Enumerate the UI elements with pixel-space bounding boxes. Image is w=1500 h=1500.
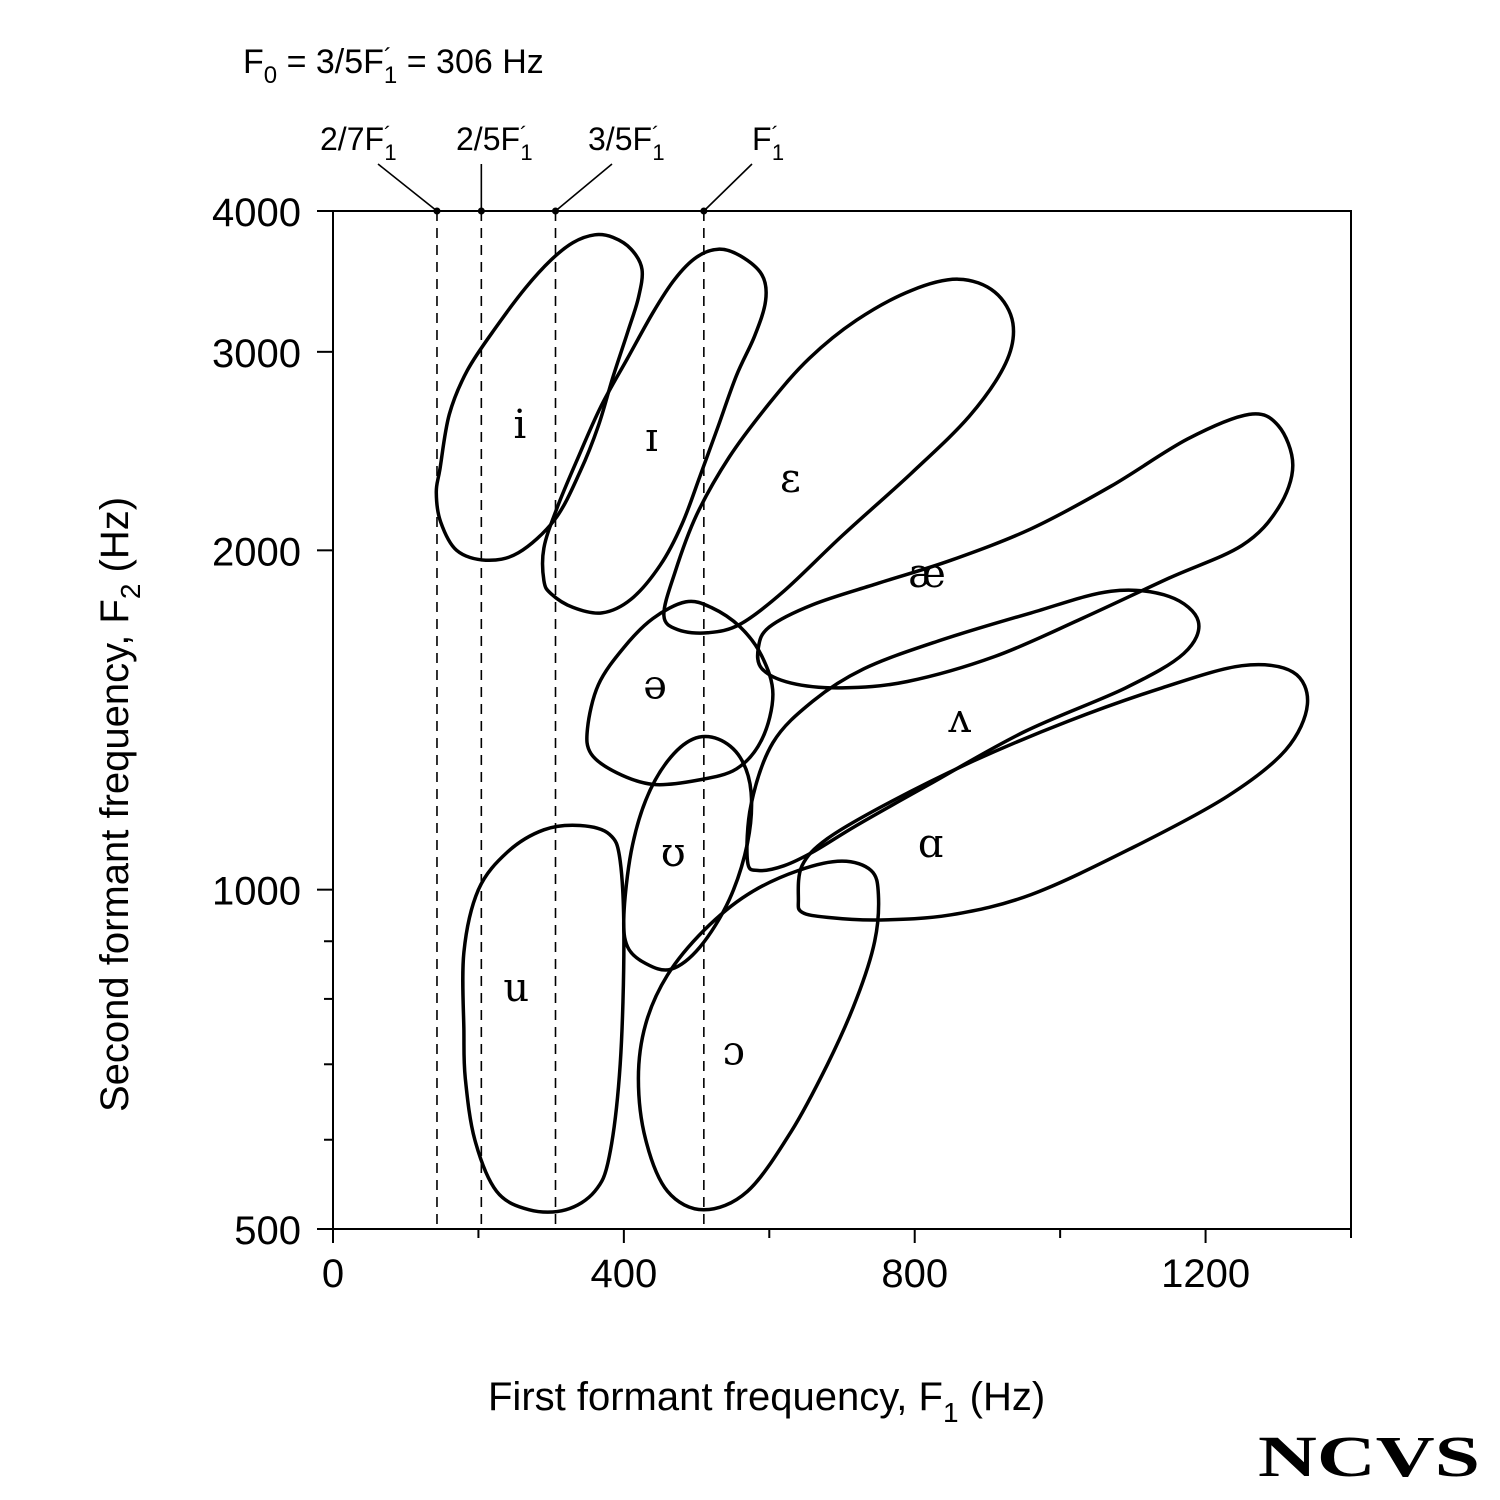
x-axis-label-sub: 1 [943,1397,959,1428]
harmonic-label: F´ 1 [752,121,784,165]
vowel-label: æ [908,551,946,597]
x-tick-label: 400 [590,1252,657,1296]
vowel-region [540,247,768,615]
x-axis-label: First formant frequency, F1 (Hz) [488,1375,1045,1428]
harmonic-label: 3/5F´ 1 [588,121,665,165]
vowel-label: ʊ [661,830,686,876]
title-prime: ´ [384,44,392,71]
vowel-label: ə [643,663,667,709]
y-axis-label-sub: 2 [115,584,146,600]
vowel-region [745,588,1201,873]
vowel-labels: i ɪ ɛ æ ə ʌ ɑ ʊ u ɔ [503,402,971,1075]
x-tick-label: 0 [322,1252,344,1296]
harmonic-label: 2/5F´ 1 [456,121,533,165]
harmonic-label: 2/7F´ 1 [320,121,397,165]
x-tick-label: 800 [881,1252,948,1296]
vowel-region [662,277,1016,635]
title-sub0: 0 [264,62,277,89]
title-sub1: 1 [384,62,397,89]
vowel-regions [434,232,1310,1214]
y-tick-label: 500 [234,1209,301,1253]
vowel-label: ʌ [947,696,971,742]
vowel-region [636,859,881,1212]
y-tick-label: 2000 [212,530,301,574]
chart-title: F0 = 3/5F´ 1 = 306 Hz [243,43,544,89]
ncvs-logo: NCVS [1258,1424,1480,1489]
vowel-label: u [503,965,529,1011]
vowel-label: i [513,402,526,448]
vowel-region [434,232,645,563]
y-tick-label: 3000 [212,332,301,376]
vowel-region [621,734,754,972]
harmonic-leader [703,163,753,212]
vowel-region [585,599,775,787]
harmonic-leader [377,163,438,212]
vowel-label: ɪ [645,415,658,461]
vowel-region [755,412,1295,690]
harmonic-labels: 2/7F´ 1 2/5F´ 1 3/5F´ 1 F´ 1 [320,121,784,212]
vowel-region [461,823,626,1214]
y-axis-ticks: 500 1000 2000 3000 4000 [212,191,333,1253]
y-tick-label: 1000 [212,870,301,914]
x-tick-label: 1200 [1161,1252,1250,1296]
y-axis-label-end: (Hz) [93,497,137,584]
x-axis-ticks: 0 400 800 1200 [322,1229,1352,1296]
plot-frame [332,210,1352,1230]
vowel-label: ɛ [780,456,801,502]
x-axis-label-text: First formant frequency, F [488,1375,943,1419]
x-axis-label-end: (Hz) [959,1375,1046,1419]
y-tick-label: 4000 [212,191,301,235]
title-end: = 306 Hz [397,43,543,81]
harmonic-leader [554,163,613,212]
title-mid: = 3/5F [277,43,384,81]
y-axis-label-text: Second formant frequency, F [93,599,137,1112]
title-f: F [243,43,264,81]
vowel-label: ɔ [722,1028,744,1074]
y-axis-label: Second formant frequency, F2 (Hz) [93,497,146,1112]
vowel-label: ɑ [918,821,944,867]
vowel-region [796,662,1310,922]
